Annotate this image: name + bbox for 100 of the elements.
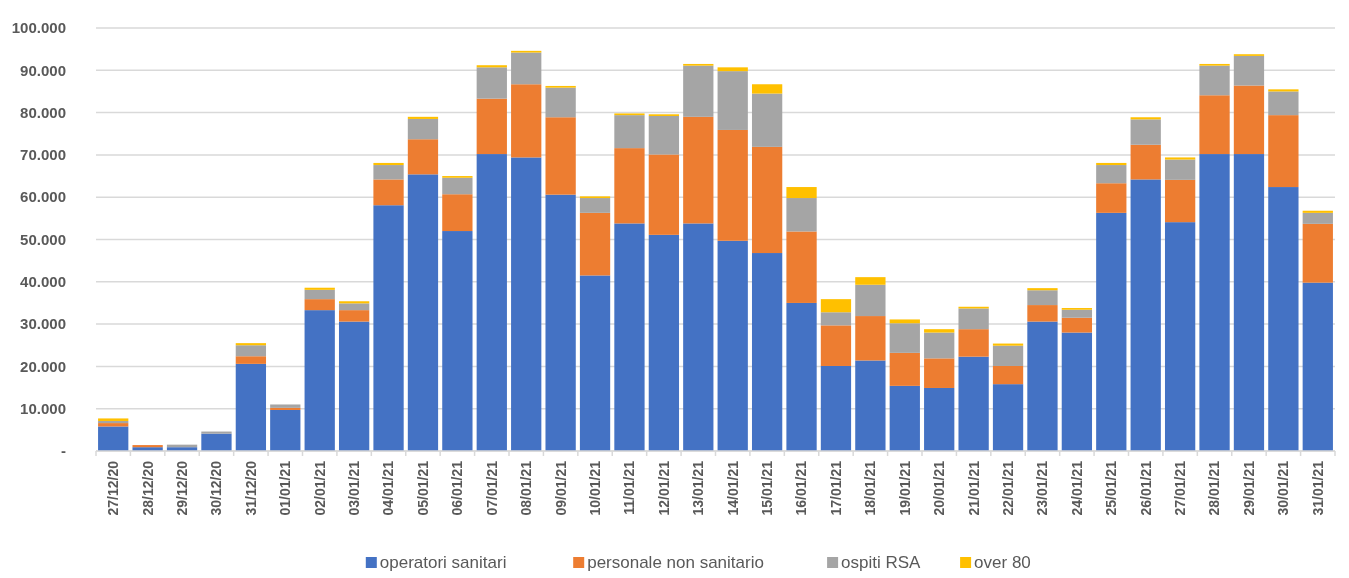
bar (373, 162, 404, 166)
bar (304, 289, 335, 300)
bar (235, 363, 267, 451)
x-tick-label: 04/01/21 (380, 460, 397, 516)
bar (373, 179, 404, 206)
bar (1199, 95, 1230, 155)
bar (855, 360, 886, 451)
bar (992, 365, 1024, 385)
legend-label: over 80 (974, 553, 1031, 572)
bar (511, 84, 542, 158)
bar (751, 146, 783, 254)
y-tick-label: 60.000 (20, 188, 66, 206)
bar (751, 93, 783, 147)
x-tick-label: 28/12/20 (139, 460, 156, 516)
bar (648, 154, 680, 235)
x-tick-label: 27/12/20 (105, 460, 122, 516)
bar (820, 299, 852, 313)
bar (889, 323, 920, 353)
bar (98, 426, 129, 451)
bar (958, 308, 989, 330)
bar (1268, 89, 1299, 92)
bar (1130, 144, 1161, 180)
bar (1096, 212, 1127, 451)
bar (717, 67, 748, 72)
bar (545, 87, 576, 118)
bar (614, 115, 645, 149)
bar (614, 223, 645, 451)
x-tick-label: 30/01/21 (1275, 460, 1292, 516)
y-tick-label: 20.000 (20, 357, 66, 375)
bar (1199, 65, 1230, 96)
bar (1233, 154, 1265, 451)
bar (1027, 305, 1058, 322)
bar (1061, 332, 1093, 451)
legend-label: personale non sanitario (587, 553, 764, 572)
x-tick-label: 21/01/21 (965, 460, 982, 516)
bar (407, 174, 439, 451)
x-tick-label: 27/01/21 (1172, 460, 1189, 516)
bar (1233, 85, 1265, 155)
bar (786, 231, 817, 303)
bar (407, 118, 439, 140)
bar (442, 177, 473, 195)
bar (373, 205, 404, 451)
bar (786, 187, 817, 199)
bar (407, 116, 439, 119)
y-tick-label: 10.000 (20, 399, 66, 417)
x-tick-label: 17/01/21 (827, 460, 844, 516)
x-tick-label: 29/01/21 (1240, 460, 1257, 516)
bar (1164, 179, 1196, 223)
bar (786, 198, 817, 232)
bar (545, 194, 576, 451)
x-tick-label: 02/01/21 (311, 460, 328, 516)
bar (1061, 317, 1093, 333)
bar (820, 312, 852, 326)
x-tick-label: 16/01/21 (793, 460, 810, 516)
bar (1199, 154, 1230, 451)
bar (1302, 223, 1333, 283)
bar (683, 116, 714, 224)
bar (1027, 290, 1058, 306)
y-tick-label: 40.000 (20, 273, 66, 291)
x-tick-label: 07/01/21 (483, 460, 500, 516)
bar (717, 129, 748, 241)
x-tick-label: 08/01/21 (518, 460, 535, 516)
bar (545, 117, 576, 195)
x-tick-label: 20/01/21 (931, 460, 948, 516)
bar (958, 329, 989, 357)
bar (1130, 119, 1161, 145)
bar (855, 284, 886, 317)
bar (442, 194, 473, 232)
bar (924, 358, 955, 388)
x-tick-label: 24/01/21 (1068, 460, 1085, 516)
x-tick-label: 10/01/21 (586, 460, 603, 516)
y-tick-label: 70.000 (20, 146, 66, 164)
bar (579, 198, 611, 213)
x-tick-label: 12/01/21 (655, 460, 672, 516)
bar (442, 231, 473, 451)
y-tick-label: - (61, 442, 66, 460)
bar (1268, 115, 1299, 188)
y-tick-label: 50.000 (20, 230, 66, 248)
x-tick-label: 22/01/21 (999, 460, 1016, 516)
bar (304, 287, 335, 290)
bar (579, 212, 611, 276)
bar (235, 356, 267, 364)
x-tick-label: 30/12/20 (208, 460, 225, 516)
y-tick-label: 30.000 (20, 315, 66, 333)
bar (1302, 210, 1333, 213)
y-tick-label: 90.000 (20, 61, 66, 79)
x-tick-label: 29/12/20 (173, 460, 190, 516)
bar (1061, 309, 1093, 318)
bar (1164, 157, 1196, 160)
bar (201, 433, 232, 451)
x-tick-label: 18/01/21 (862, 460, 879, 516)
bar (648, 234, 680, 451)
bar (476, 154, 507, 451)
bar (683, 223, 714, 451)
bar (1130, 117, 1161, 120)
bar (235, 343, 267, 346)
bar (476, 67, 507, 99)
x-tick-label: 23/01/21 (1034, 460, 1051, 516)
bar (1268, 91, 1299, 116)
bar (889, 352, 920, 386)
